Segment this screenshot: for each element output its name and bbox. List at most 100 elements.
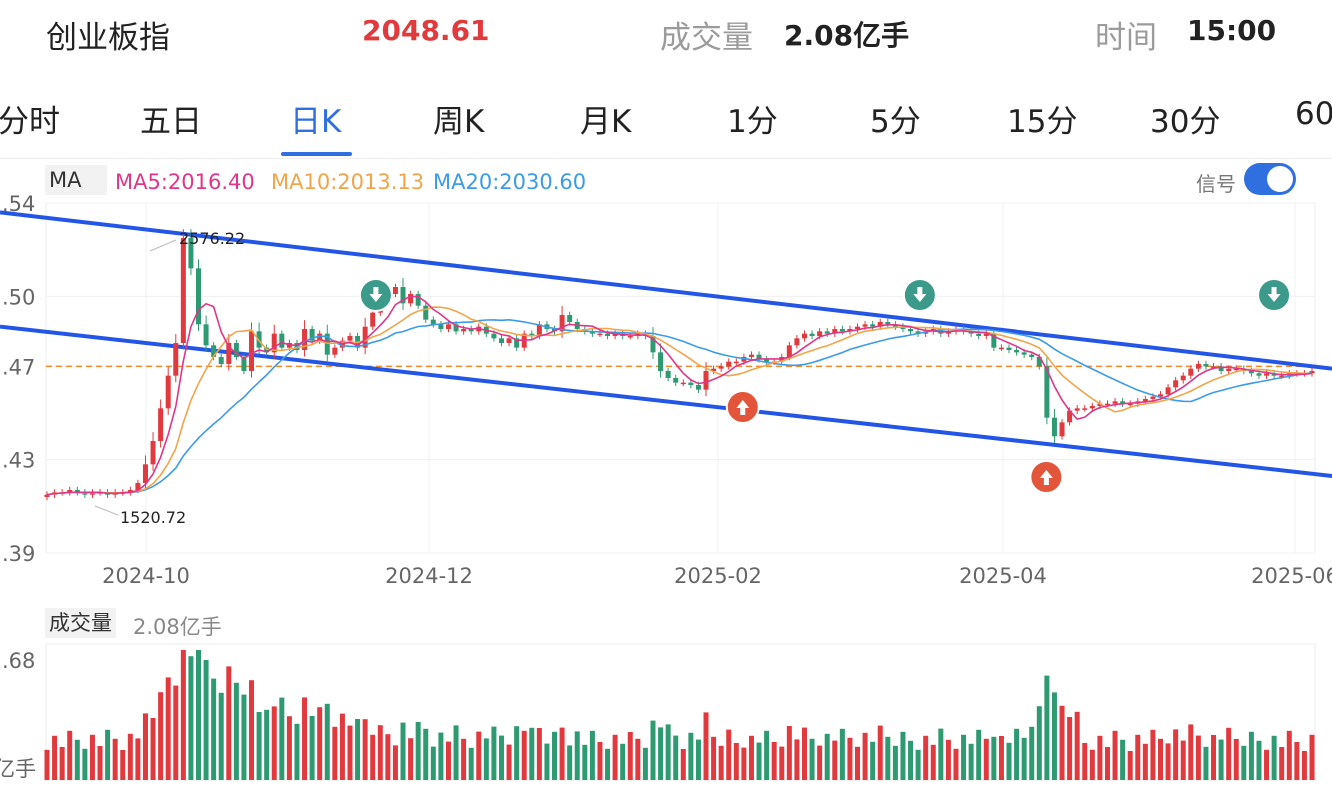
volume-bar [976,729,982,780]
tab-15min[interactable]: 15分 [1007,104,1078,140]
volume-bar [688,732,694,780]
signal-toggle[interactable] [1244,163,1296,195]
candle-body [491,333,497,339]
ma-selector[interactable]: MA [45,165,107,195]
volume-bar [1301,751,1307,780]
candle-body [559,315,565,332]
candle-body [1104,403,1110,406]
volume-panel-label[interactable]: 成交量 [45,608,116,638]
tab-60min[interactable]: 60 [1295,96,1332,132]
volume-bar [385,734,391,780]
candle-body [188,238,194,269]
arrow-up-icon [1039,470,1053,485]
tab-weekly-k[interactable]: 周K [433,104,485,140]
volume-bar [1127,751,1133,780]
candle-body [1029,354,1035,357]
x-tick-label: 2025-06 [1251,564,1332,588]
candle-body [362,326,368,348]
volume-bar [536,728,542,780]
candle-body [1051,417,1057,437]
volume-bar [794,739,800,780]
volume-chart: .68 亿手 [0,643,1316,781]
candle-body [1211,366,1217,368]
tab-5min[interactable]: 5分 [870,104,921,140]
candle-body [180,238,186,343]
volume-bar [1233,739,1239,780]
candle-body [461,329,467,332]
ma5-value: MA5:2016.40 [115,170,255,194]
volume-plot-frame [45,643,1316,781]
candle-body [998,347,1004,350]
candle-body [1279,375,1285,378]
tab-1min[interactable]: 1分 [727,104,778,140]
volume-bar [1165,743,1171,780]
volume-bar [438,732,444,780]
volume-bar [355,719,361,780]
candle-body [711,368,717,371]
candle-body [324,333,330,355]
tab-monthly-k[interactable]: 月K [580,104,632,140]
volume-bar [370,734,376,780]
volume-bar [756,742,762,780]
kline-chart[interactable]: .54 .50 .47 .43 .39 2024-10 2024-12 2025-02 2025… [0,195,1332,605]
candle-body [726,361,732,367]
tab-five-day[interactable]: 五日 [140,104,202,140]
volume-bar [635,738,641,780]
signal-label: 信号 [1196,172,1236,196]
candle-body [817,331,823,336]
candle-body [908,329,914,332]
volume-bar [582,744,588,780]
candle-body [82,492,88,495]
volume-bar [1294,742,1300,780]
volume-bar [97,746,103,780]
candle-body [1112,401,1118,404]
tab-30min[interactable]: 30分 [1150,104,1221,140]
candle-body [567,315,573,322]
candle-body [165,375,171,409]
volume-tick-top: .68 [2,649,35,673]
volume-bar [1089,749,1095,780]
volume-bar [1180,740,1186,780]
volume-bar [718,745,724,780]
volume-bar [339,713,345,780]
volume-bar [105,729,111,780]
volume-bar [415,722,421,780]
volume-bar [264,709,270,780]
tab-intraday[interactable]: 分时 [0,104,60,140]
volume-bar [498,735,504,780]
volume-bar [44,749,50,780]
volume-bar [1158,738,1164,780]
volume-label: 成交量 [660,20,753,56]
volume-bar [559,727,565,780]
tab-daily-k[interactable]: 日K [290,104,342,140]
ma20-value: MA20:2030.60 [433,170,587,194]
volume-panel-value: 2.08亿手 [133,615,222,639]
sell-signal-icon [358,278,393,312]
volume-bar [226,666,232,780]
volume-bar [1104,747,1110,780]
volume-bar [1082,743,1088,780]
volume-bar [142,713,148,780]
candle-body [650,336,656,353]
candle-body [1226,368,1232,371]
time-value: 15:00 [1187,14,1277,47]
candle-body [506,338,512,343]
volume-bar [961,734,967,780]
candle-body [44,494,50,497]
candle-body [173,343,179,376]
volume-bar [832,740,838,780]
candle-body [415,294,421,306]
candle-body [809,333,815,336]
volume-bar [801,727,807,780]
candle-body [832,329,838,334]
volume-bar [673,735,679,780]
volume-bar [733,743,739,780]
volume-bar [1188,724,1194,780]
volume-bar [991,736,997,780]
volume-bar [870,741,876,780]
volume-bar [862,732,868,780]
candle-body [392,287,398,294]
candle-body [597,333,603,336]
volume-bar [1226,727,1232,780]
arrow-down-icon [913,287,927,302]
